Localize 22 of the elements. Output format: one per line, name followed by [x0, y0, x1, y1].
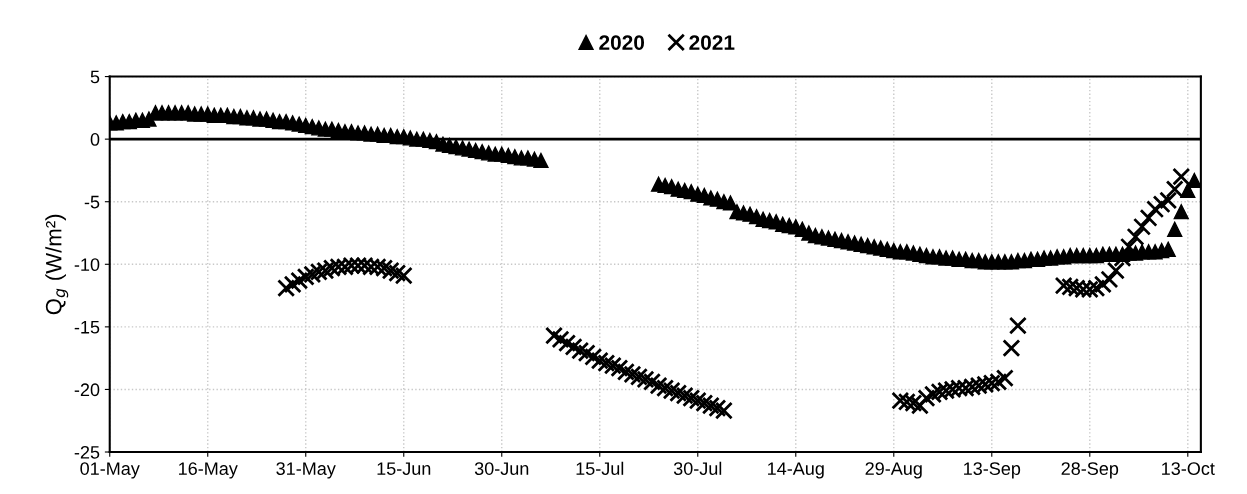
x-tick-label: 30-Jul: [673, 461, 722, 475]
y-tick-label: -5: [84, 195, 100, 209]
x-tick-label: 14-Aug: [768, 462, 824, 479]
x-tick-label: 13-Oct: [1162, 462, 1215, 475]
y-tick-label: -10: [74, 258, 100, 272]
x-tick-label: 15-Jun: [377, 462, 431, 475]
y-tick-label: -25: [74, 445, 100, 459]
x-tick-label: 13-Sep: [964, 462, 1021, 479]
y-tick-label: 5: [90, 70, 100, 84]
x-tick-label: 31-May: [276, 462, 336, 479]
x-tick-label: 30-Jun: [474, 462, 529, 475]
y-axis-title: Q$_{g}$ (W/m²): [45, 214, 69, 315]
legend-label: 2020: [599, 35, 645, 50]
x-tick-label: 16-May: [179, 462, 238, 479]
legend-label: 2021: [689, 35, 735, 50]
y-tick-label: 0: [90, 133, 100, 146]
x-tick-label: 29-Aug: [865, 462, 922, 479]
x-tick-label: 15-Jul: [576, 461, 624, 475]
y-tick-label: -20: [74, 383, 100, 397]
x-tick-label: 01-May: [80, 462, 140, 479]
x-tick-label: 28-Sep: [1061, 462, 1119, 479]
y-tick-label: -15: [74, 320, 100, 334]
